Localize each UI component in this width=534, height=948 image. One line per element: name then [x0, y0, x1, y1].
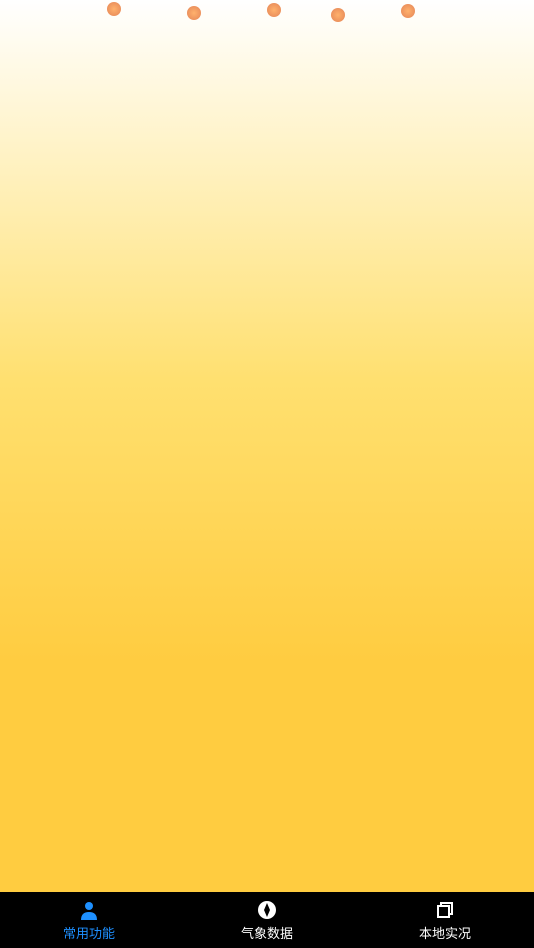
bottom-nav: 常用功能 气象数据 本地实况	[0, 892, 534, 948]
nav-local-live[interactable]: 本地实况	[356, 892, 534, 948]
content-scroll[interactable]: 济源市 焦作市 新乡市 洛阳市 郑州市 开封市 商丘市 平顶山市 许昌市 周口市…	[0, 76, 534, 892]
person-icon	[78, 899, 100, 921]
nav-label: 气象数据	[241, 923, 293, 942]
layers-icon	[434, 899, 456, 921]
compass-icon	[256, 899, 278, 921]
nav-label: 常用功能	[63, 923, 115, 942]
partial-next-card[interactable]	[12, 834, 522, 862]
nav-weather-data[interactable]: 气象数据	[178, 892, 356, 948]
nav-common-functions[interactable]: 常用功能	[0, 892, 178, 948]
nav-label: 本地实况	[419, 923, 471, 942]
